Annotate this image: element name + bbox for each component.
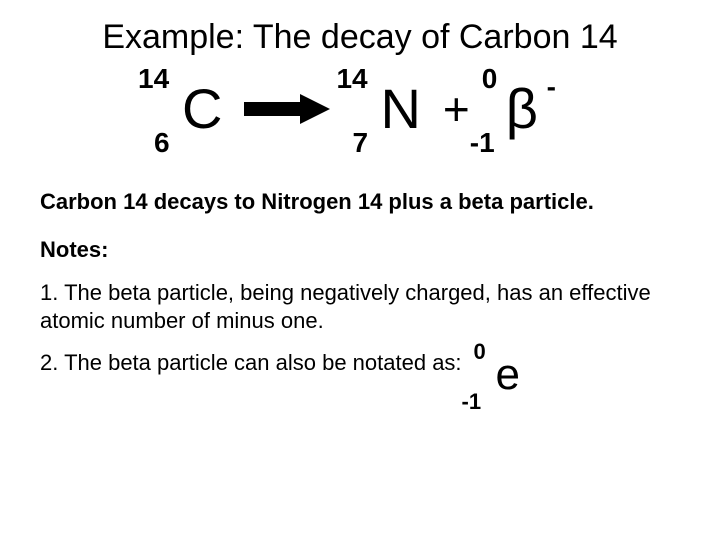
beta-symbol: β (506, 81, 538, 137)
nuclide-beta: 0 -1 β - (506, 81, 538, 137)
note-1: 1. The beta particle, being negatively c… (40, 279, 680, 335)
beta-charge: - (547, 71, 556, 103)
element-symbol: N (380, 81, 420, 137)
electron-symbol: e (496, 353, 520, 397)
equation-caption: Carbon 14 decays to Nitrogen 14 plus a b… (40, 189, 680, 215)
atomic-number: 7 (352, 127, 368, 159)
plus-sign: + (443, 86, 470, 132)
nuclide-carbon: 14 6 C (182, 81, 222, 137)
decay-equation: 14 6 C 14 7 N + 0 -1 β - (40, 81, 680, 137)
arrow-icon (244, 94, 330, 124)
nuclide-electron: 0 -1 e (496, 353, 520, 397)
element-symbol: C (182, 81, 222, 137)
atomic-number: 6 (154, 127, 170, 159)
mass-number: 14 (138, 63, 169, 95)
slide: Example: The decay of Carbon 14 14 6 C 1… (0, 0, 720, 540)
notes-heading: Notes: (40, 237, 680, 263)
note-2-row: 2. The beta particle can also be notated… (40, 349, 680, 397)
slide-title: Example: The decay of Carbon 14 (40, 18, 680, 57)
mass-number: 14 (336, 63, 367, 95)
atomic-number: -1 (470, 127, 495, 159)
note-2: 2. The beta particle can also be notated… (40, 349, 462, 377)
nuclide-nitrogen: 14 7 N (380, 81, 420, 137)
mass-number: 0 (482, 63, 498, 95)
mass-number: 0 (474, 339, 486, 365)
atomic-number: -1 (462, 389, 482, 415)
